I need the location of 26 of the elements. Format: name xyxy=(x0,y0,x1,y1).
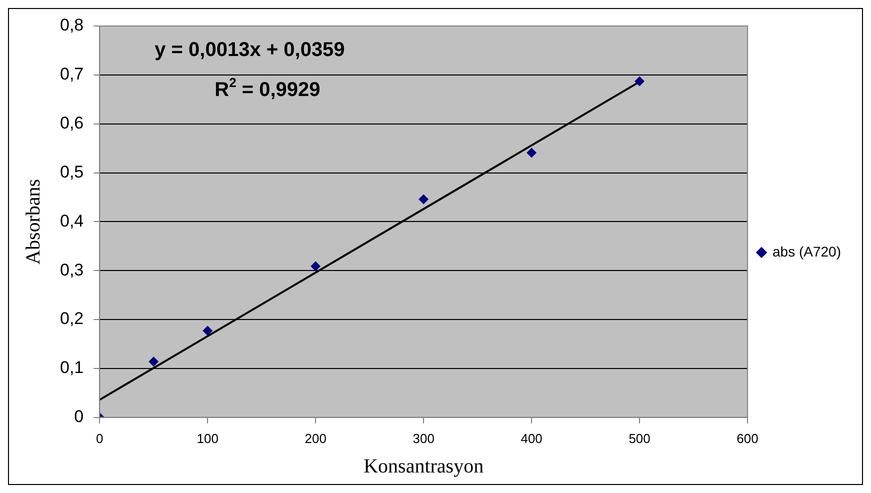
point xyxy=(310,261,321,272)
x-tick-label: 0 xyxy=(96,430,104,446)
y-tick-label: 0,2 xyxy=(60,309,84,328)
x-tick-label: 300 xyxy=(412,430,434,446)
x-tick-label: 600 xyxy=(736,430,758,446)
x-axis-title: Konsantrasyon xyxy=(364,455,484,478)
y-tick-label: 0 xyxy=(74,407,84,426)
y-tick-label: 0,8 xyxy=(60,16,84,35)
point xyxy=(202,326,213,336)
point xyxy=(418,194,429,204)
annotation: y = 0,0013x + 0,0359 xyxy=(154,39,345,61)
point xyxy=(634,76,645,86)
x-tick-label: 500 xyxy=(628,430,650,446)
y-tick-label: 0,7 xyxy=(60,64,84,84)
y-tick-label: 0,1 xyxy=(60,358,84,378)
x-tick-label: 400 xyxy=(520,430,542,446)
y-tick-label: 0,5 xyxy=(60,162,84,182)
legend-label: abs (A720) xyxy=(772,243,841,260)
x-tick-label: 200 xyxy=(304,430,326,446)
point xyxy=(526,148,537,158)
y-axis-title: Absorbans xyxy=(22,178,44,264)
y-tick-label: 0,6 xyxy=(60,114,84,133)
y-tick-label: 0,4 xyxy=(60,211,84,230)
point xyxy=(148,356,159,367)
y-tick-label: 0,3 xyxy=(60,260,84,280)
x-tick-label: 100 xyxy=(196,430,218,446)
